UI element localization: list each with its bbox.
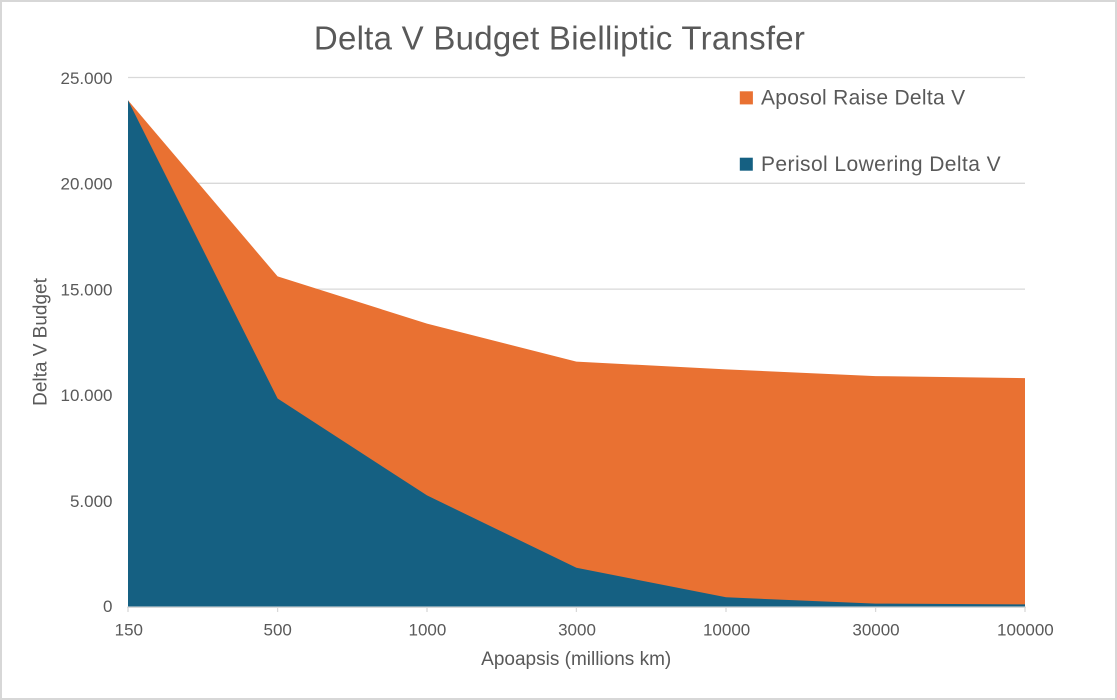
svg-text:150: 150 <box>115 621 143 640</box>
svg-text:100000: 100000 <box>997 621 1054 640</box>
svg-text:Perisol Lowering Delta V: Perisol Lowering Delta V <box>761 153 1001 176</box>
svg-text:15.000: 15.000 <box>61 280 113 299</box>
svg-text:30000: 30000 <box>852 621 899 640</box>
svg-text:Delta V Budget Bielliptic Tran: Delta V Budget Bielliptic Transfer <box>314 20 805 57</box>
svg-text:0: 0 <box>103 597 112 616</box>
svg-text:25.000: 25.000 <box>61 69 113 88</box>
svg-text:3000: 3000 <box>558 621 596 640</box>
svg-text:10.000: 10.000 <box>61 386 113 405</box>
svg-text:Aposol Raise Delta V: Aposol Raise Delta V <box>761 86 965 109</box>
svg-text:Delta V Budget: Delta V Budget <box>31 277 52 406</box>
svg-text:10000: 10000 <box>703 621 750 640</box>
svg-text:20.000: 20.000 <box>61 175 113 194</box>
svg-text:500: 500 <box>264 621 292 640</box>
svg-text:Apoapsis (millions km): Apoapsis (millions km) <box>481 649 671 670</box>
svg-text:5.000: 5.000 <box>70 492 113 511</box>
svg-text:1000: 1000 <box>408 621 446 640</box>
